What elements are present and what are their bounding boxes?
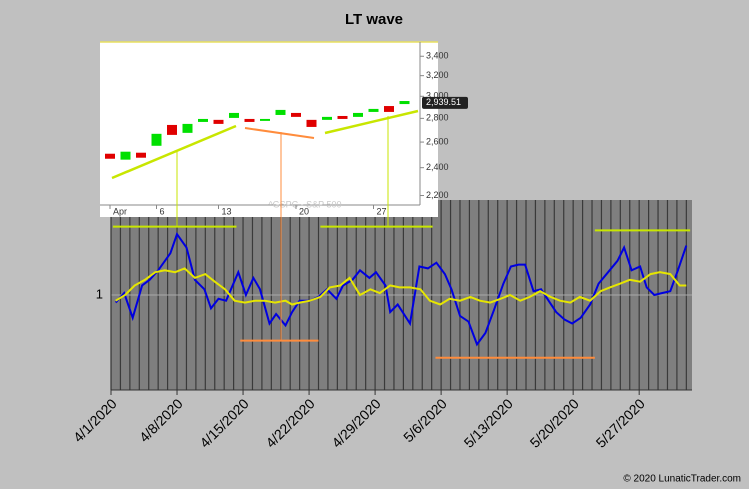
candle: [260, 118, 270, 121]
candle: [244, 118, 255, 122]
y-tick-label: 2,400: [426, 162, 449, 172]
trend-line: [111, 124, 237, 180]
y-tick-label: 3,200: [426, 70, 449, 80]
candle: [105, 153, 115, 159]
x-tick-label: 13: [222, 206, 232, 216]
candle: [136, 152, 146, 158]
candle: [337, 115, 348, 119]
trend-line: [244, 127, 315, 139]
candle: [213, 119, 224, 124]
price-label: 2,939.51: [426, 97, 461, 107]
x-tick-label: 20: [299, 206, 309, 216]
y-tick-label: 3,000: [426, 91, 449, 101]
x-tick-label: 6: [160, 206, 165, 216]
y-tick-label: 2,200: [426, 190, 449, 200]
candle: [399, 101, 410, 105]
annotations: [111, 109, 419, 341]
candle: [291, 112, 301, 117]
x-tick-label: 27: [377, 206, 387, 216]
candle: [322, 116, 332, 120]
candle: [182, 123, 193, 133]
candle: [229, 112, 239, 118]
source: © 2020 LunaticTrader.com: [623, 474, 741, 485]
series-line: [115, 267, 687, 306]
candle: [368, 108, 379, 112]
inset-background: [100, 42, 438, 217]
candle: [120, 151, 131, 160]
y-tick-label: 2,800: [426, 113, 449, 123]
series-line: [114, 232, 688, 347]
candle: [384, 106, 394, 112]
candle: [353, 112, 363, 117]
watermark: ^GSPC - S&P 500: [268, 199, 341, 209]
y-tick-label: 1: [96, 286, 103, 301]
trend-line: [324, 109, 419, 135]
candle: [306, 119, 317, 127]
candle: [275, 109, 286, 115]
chart-title: LT wave: [345, 11, 403, 28]
y-tick-label: 2,600: [426, 136, 449, 146]
inset-plot: ^GSPC - S&P 500 2,200 2,400 2,600 2,800 3,000…: [100, 41, 468, 217]
candle: [167, 124, 177, 135]
candle: [151, 133, 162, 146]
price-tag: [422, 96, 468, 109]
x-tick-label: Apr: [113, 206, 127, 216]
candle: [198, 118, 208, 122]
y-tick-label: 3,400: [426, 51, 449, 61]
